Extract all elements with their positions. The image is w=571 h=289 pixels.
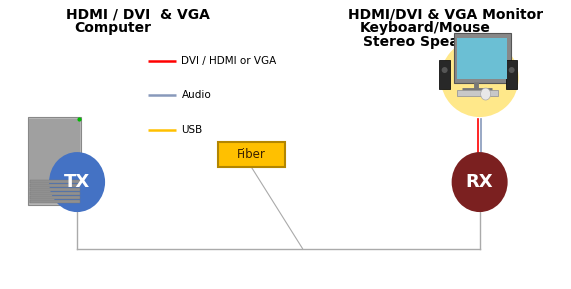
Text: Keyboard/Mouse: Keyboard/Mouse [360, 21, 490, 35]
FancyBboxPatch shape [218, 142, 284, 167]
FancyBboxPatch shape [457, 38, 507, 79]
FancyBboxPatch shape [30, 197, 80, 199]
Text: Stereo Speaker: Stereo Speaker [363, 35, 484, 49]
FancyBboxPatch shape [439, 60, 450, 88]
FancyBboxPatch shape [30, 200, 80, 203]
FancyBboxPatch shape [453, 33, 510, 83]
FancyBboxPatch shape [30, 184, 80, 187]
FancyBboxPatch shape [30, 192, 80, 195]
Text: Computer: Computer [74, 21, 151, 35]
FancyBboxPatch shape [457, 90, 498, 97]
Ellipse shape [509, 67, 514, 73]
Text: USB: USB [182, 125, 203, 135]
Text: Fiber: Fiber [237, 148, 266, 161]
Ellipse shape [452, 152, 508, 212]
FancyBboxPatch shape [30, 180, 80, 183]
Text: DVI / HDMI or VGA: DVI / HDMI or VGA [182, 56, 277, 66]
FancyBboxPatch shape [29, 119, 81, 203]
Ellipse shape [441, 67, 448, 73]
Text: TX: TX [64, 173, 90, 191]
Text: RX: RX [466, 173, 493, 191]
Ellipse shape [49, 152, 105, 212]
Ellipse shape [481, 88, 490, 100]
FancyBboxPatch shape [30, 188, 80, 191]
FancyBboxPatch shape [506, 60, 517, 88]
FancyBboxPatch shape [29, 117, 81, 205]
Text: Audio: Audio [182, 90, 211, 100]
Ellipse shape [441, 39, 518, 117]
Text: HDMI/DVI & VGA Monitor: HDMI/DVI & VGA Monitor [348, 7, 544, 21]
Text: HDMI / DVI  & VGA: HDMI / DVI & VGA [66, 7, 210, 21]
